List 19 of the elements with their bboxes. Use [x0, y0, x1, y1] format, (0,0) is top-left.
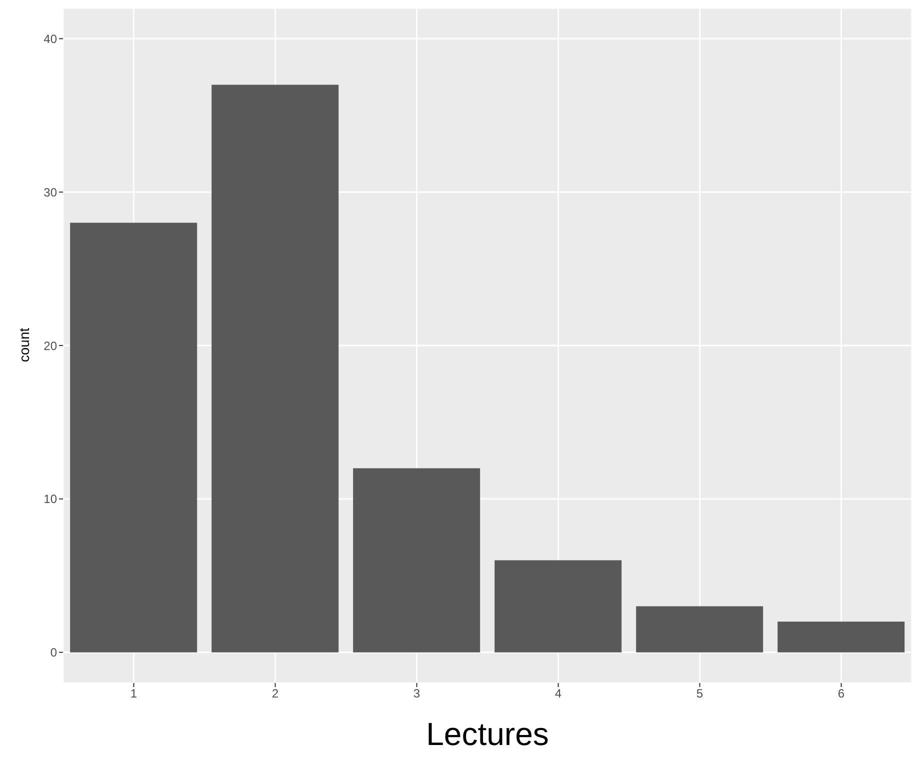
bar	[212, 84, 339, 652]
x-axis-title: Lectures	[425, 716, 550, 753]
bar	[494, 560, 622, 652]
y-tick-label: 30	[44, 185, 58, 200]
x-tick-label: 5	[696, 686, 704, 701]
bar	[353, 468, 480, 652]
x-tick-label: 2	[272, 686, 279, 701]
y-tick-label: 10	[44, 492, 58, 506]
y-tick-label: 20	[44, 338, 58, 353]
y-axis-title: count	[16, 328, 32, 362]
x-tick-label: 4	[554, 686, 562, 701]
y-tick-label: 0	[50, 646, 58, 660]
x-tick-label: 3	[413, 686, 420, 701]
y-tick-label: 40	[44, 32, 58, 46]
bar	[636, 606, 764, 652]
x-tick-label: 6	[838, 686, 845, 701]
bar	[778, 622, 905, 652]
x-tick-label: 1	[130, 686, 138, 701]
bar	[70, 222, 198, 652]
